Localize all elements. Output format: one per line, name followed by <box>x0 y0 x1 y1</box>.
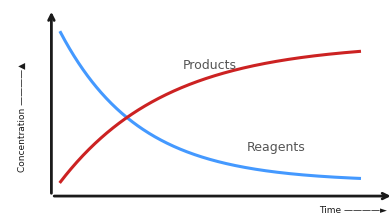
Text: Reagents: Reagents <box>246 141 305 154</box>
Text: Concentration ————▲: Concentration ————▲ <box>18 62 27 172</box>
Text: Products: Products <box>183 59 236 72</box>
Text: Time ————►: Time ————► <box>319 206 387 215</box>
